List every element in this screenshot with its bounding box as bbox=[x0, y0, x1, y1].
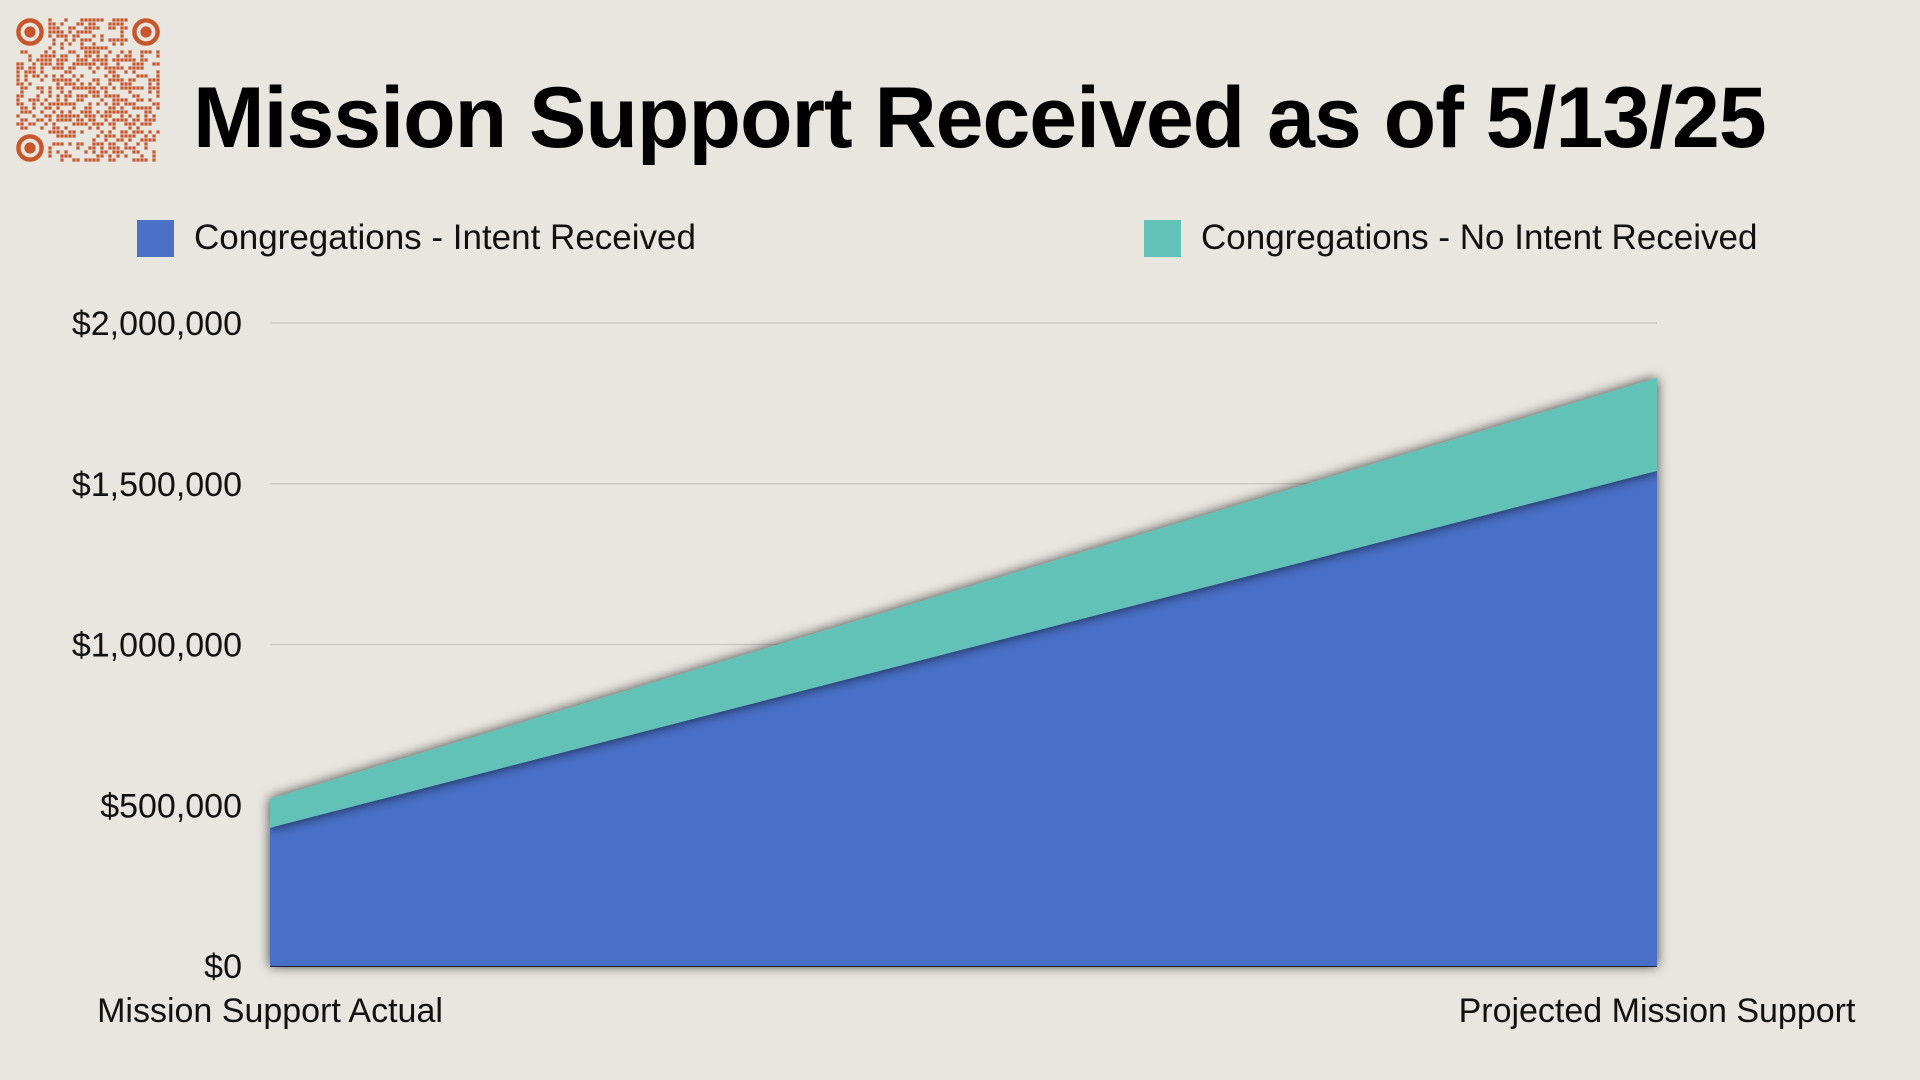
legend-item-intent-received: Congregations - Intent Received bbox=[137, 218, 696, 258]
plot-areas bbox=[270, 377, 1657, 966]
x-category-label: Mission Support Actual bbox=[97, 992, 443, 1030]
axis-labels: $0 $500,000 $1,000,000 $1,500,000 $2,000,000… bbox=[72, 305, 1856, 1030]
y-tick-label: $1,000,000 bbox=[72, 627, 242, 665]
y-tick-label: $1,500,000 bbox=[72, 466, 242, 504]
legend-swatch-intent-received bbox=[137, 219, 174, 257]
legend-swatch-no-intent-received bbox=[1144, 219, 1181, 257]
area-series-0 bbox=[270, 470, 1657, 966]
qr-code-icon bbox=[16, 18, 160, 162]
area-series-1 bbox=[270, 377, 1657, 828]
page-title: Mission Support Received as of 5/13/25 bbox=[193, 70, 1767, 166]
legend-item-no-intent-received: Congregations - No Intent Received bbox=[1144, 218, 1757, 258]
y-tick-label: $500,000 bbox=[100, 787, 242, 825]
x-category-label: Projected Mission Support bbox=[1459, 992, 1856, 1030]
y-tick-label: $0 bbox=[204, 948, 242, 986]
legend-label-no-intent-received: Congregations - No Intent Received bbox=[1201, 218, 1758, 257]
y-tick-label: $2,000,000 bbox=[72, 305, 242, 343]
legend-label-intent-received: Congregations - Intent Received bbox=[194, 218, 696, 257]
